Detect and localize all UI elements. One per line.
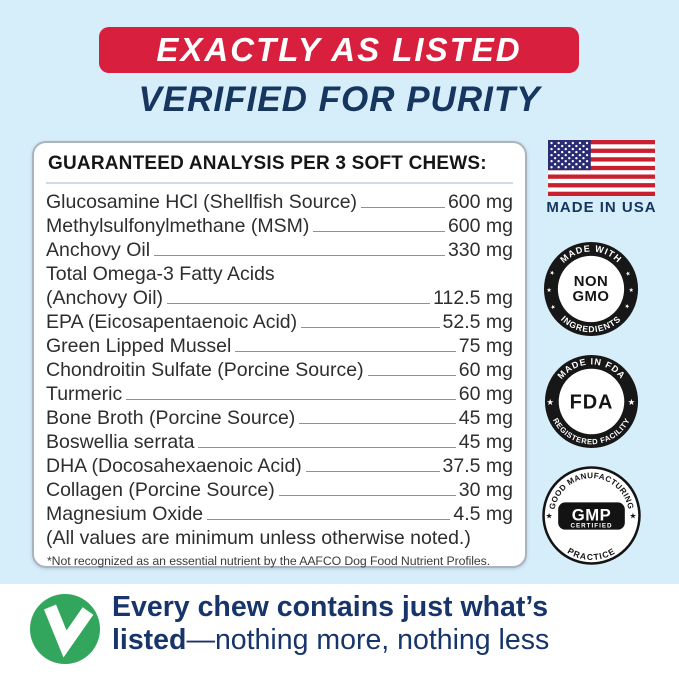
ingredient-name: Methylsulfonylmethane (MSM) bbox=[46, 215, 310, 237]
leader-line bbox=[235, 351, 456, 352]
header-red-banner: EXACTLY AS LISTED bbox=[99, 27, 579, 73]
ingredient-name: Green Lipped Mussel bbox=[46, 335, 232, 357]
ingredient-name: Turmeric bbox=[46, 383, 123, 405]
analysis-note: (All values are minimum unless otherwise… bbox=[46, 527, 471, 549]
non-gmo-center-line2: GMO bbox=[573, 289, 610, 305]
header-subtitle: VERIFIED FOR PURITY bbox=[138, 80, 541, 119]
non-gmo-badge-icon: MADE WITH INGREDIENTS ★ ★ ★ ★ ★ ★ NON GM… bbox=[543, 241, 639, 337]
analysis-footnote: *Not recognized as an essential nutrient… bbox=[47, 554, 491, 568]
fda-center-label: FDA bbox=[570, 392, 614, 414]
leader-line bbox=[278, 495, 456, 496]
ingredient-name: Magnesium Oxide bbox=[46, 503, 204, 525]
svg-text:★: ★ bbox=[623, 302, 631, 310]
ingredient-name: DHA (Docosahexaenoic Acid) bbox=[46, 455, 302, 477]
guaranteed-analysis-panel: GUARANTEED ANALYSIS PER 3 SOFT CHEWS: Gl… bbox=[32, 141, 527, 568]
analysis-row: DHA (Docosahexaenoic Acid) 37.5 mg bbox=[46, 454, 513, 478]
analysis-rows: Glucosamine HCl (Shellfish Source) 600 mg… bbox=[46, 184, 513, 550]
flag-stripes bbox=[548, 140, 655, 196]
leader-line bbox=[154, 255, 445, 256]
analysis-row: Bone Broth (Porcine Source) 45 mg bbox=[46, 406, 513, 430]
footer-line1: Every chew contains just what’s bbox=[112, 591, 549, 623]
ingredient-name: Collagen (Porcine Source) bbox=[46, 479, 275, 501]
ingredient-name: Anchovy Oil bbox=[46, 239, 151, 261]
svg-text:★: ★ bbox=[628, 397, 636, 407]
flag-stars bbox=[550, 141, 589, 169]
svg-text:★: ★ bbox=[624, 270, 632, 278]
leader-line bbox=[361, 207, 445, 208]
leader-line bbox=[301, 327, 440, 328]
analysis-title: GUARANTEED ANALYSIS PER 3 SOFT CHEWS: bbox=[46, 149, 513, 184]
analysis-row: Magnesium Oxide 4.5 mg bbox=[46, 502, 513, 526]
ingredient-amount: 60 mg bbox=[458, 383, 513, 405]
analysis-row: Glucosamine HCl (Shellfish Source) 600 mg bbox=[46, 190, 513, 214]
ingredient-amount: 112.5 mg bbox=[433, 287, 513, 309]
svg-text:★: ★ bbox=[549, 303, 557, 311]
analysis-row: Collagen (Porcine Source) 30 mg bbox=[46, 478, 513, 502]
leader-line bbox=[299, 423, 456, 424]
ingredient-amount: 30 mg bbox=[458, 479, 513, 501]
analysis-row: Green Lipped Mussel 75 mg bbox=[46, 334, 513, 358]
gmp-center-line1: GMP bbox=[572, 506, 611, 525]
svg-text:★: ★ bbox=[546, 287, 551, 294]
gmp-stars: ★ ★ bbox=[546, 512, 637, 521]
gmp-center-plate bbox=[558, 502, 625, 530]
leader-line bbox=[207, 519, 451, 520]
ingredient-amount: 4.5 mg bbox=[453, 503, 513, 525]
ingredient-name: (Anchovy Oil) bbox=[46, 287, 164, 309]
footer-claim-bar: Every chew contains just what’s listed—n… bbox=[0, 584, 679, 679]
green-checkmark-icon bbox=[30, 594, 100, 664]
ingredient-amount: 75 mg bbox=[458, 335, 513, 357]
analysis-row: Boswellia serrata 45 mg bbox=[46, 430, 513, 454]
svg-text:★: ★ bbox=[629, 512, 636, 521]
footer-claim-text: Every chew contains just what’s listed—n… bbox=[112, 591, 672, 657]
analysis-row: EPA (Eicosapentaenoic Acid) 52.5 mg bbox=[46, 310, 513, 334]
analysis-row: Chondroitin Sulfate (Porcine Source) 60 m… bbox=[46, 358, 513, 382]
ingredient-amount: 330 mg bbox=[447, 239, 513, 261]
svg-text:★: ★ bbox=[548, 269, 556, 277]
ingredient-amount: 52.5 mg bbox=[442, 311, 513, 333]
analysis-row: (Anchovy Oil) 112.5 mg bbox=[46, 286, 513, 310]
leader-line bbox=[126, 399, 456, 400]
ingredient-name: Boswellia serrata bbox=[46, 431, 195, 453]
usa-flag bbox=[548, 140, 655, 196]
leader-line bbox=[167, 303, 431, 304]
gmp-center-line2: CERTIFIED bbox=[570, 523, 612, 530]
footer-line2-bold: listed bbox=[112, 624, 187, 656]
ingredient-amount: 600 mg bbox=[447, 191, 513, 213]
analysis-row: Anchovy Oil 330 mg bbox=[46, 238, 513, 262]
leader-line bbox=[313, 231, 445, 232]
fda-stars: ★ ★ bbox=[546, 397, 635, 407]
leader-line bbox=[367, 375, 456, 376]
ingredient-name: Chondroitin Sulfate (Porcine Source) bbox=[46, 359, 364, 381]
analysis-row: Turmeric 60 mg bbox=[46, 382, 513, 406]
svg-text:★: ★ bbox=[546, 397, 554, 407]
ingredient-amount: 600 mg bbox=[447, 215, 513, 237]
svg-text:★: ★ bbox=[628, 287, 633, 294]
ingredient-amount: 60 mg bbox=[458, 359, 513, 381]
ingredient-name: Glucosamine HCl (Shellfish Source) bbox=[46, 191, 358, 213]
analysis-row-wrap-line: Total Omega-3 Fatty Acids bbox=[46, 263, 275, 285]
gmp-badge-icon: GOOD MANUFACTURING PRACTICE ★ ★ GMP CERT… bbox=[542, 466, 641, 565]
flag-canton bbox=[548, 140, 591, 171]
ingredient-amount: 45 mg bbox=[458, 431, 513, 453]
ingredient-name: Bone Broth (Porcine Source) bbox=[46, 407, 296, 429]
leader-line bbox=[305, 471, 440, 472]
ingredient-amount: 37.5 mg bbox=[442, 455, 513, 477]
leader-line bbox=[198, 447, 456, 448]
analysis-row: Methylsulfonylmethane (MSM) 600 mg bbox=[46, 214, 513, 238]
made-in-usa-label: MADE IN USA bbox=[546, 199, 657, 216]
non-gmo-stars: ★ ★ ★ ★ ★ ★ bbox=[546, 269, 633, 312]
banner-title: EXACTLY AS LISTED bbox=[156, 31, 522, 68]
fda-badge-icon: MADE IN FDA REGISTERED FACILITY ★ ★ FDA bbox=[544, 354, 639, 449]
ingredient-amount: 45 mg bbox=[458, 407, 513, 429]
footer-line2: listed—nothing more, nothing less bbox=[112, 624, 672, 657]
svg-text:★: ★ bbox=[546, 512, 553, 521]
non-gmo-center-line1: NON bbox=[574, 274, 609, 290]
footer-line2-regular: —nothing more, nothing less bbox=[186, 624, 550, 656]
ingredient-name: EPA (Eicosapentaenoic Acid) bbox=[46, 311, 298, 333]
